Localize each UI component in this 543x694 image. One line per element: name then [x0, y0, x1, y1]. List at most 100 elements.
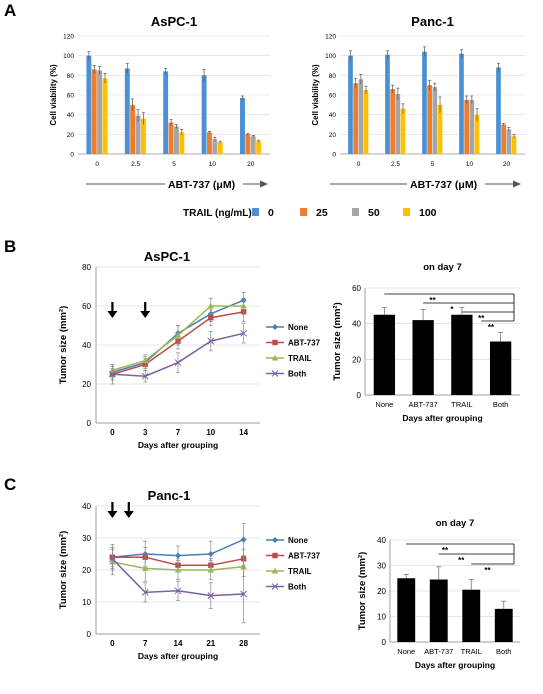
significance-label: ** — [488, 323, 495, 332]
bar — [240, 97, 245, 154]
bar — [102, 78, 108, 154]
legend-label: ABT-737 — [288, 339, 321, 348]
bar — [348, 55, 353, 154]
bar — [429, 579, 448, 642]
data-point — [208, 315, 214, 321]
significance-label: * — [450, 305, 454, 314]
data-point — [271, 354, 279, 361]
chart-aspc1-day7: on day 7 0 20 40 60 Tumor size (mm²) None ABT-7… — [332, 262, 520, 423]
x-tick-label: 28 — [239, 639, 248, 648]
bar — [462, 589, 481, 642]
data-point — [240, 329, 247, 337]
data-point — [207, 551, 214, 557]
x-tick-label: 20 — [247, 161, 255, 168]
y-tick-label: 60 — [67, 93, 75, 100]
x-tick-label: ABT-737 — [409, 400, 438, 409]
bar — [459, 53, 464, 155]
legend-swatch — [252, 208, 259, 216]
x-axis-title: ABT-737 (μM) — [168, 179, 235, 191]
y-tick-label: 40 — [377, 536, 386, 545]
x-tick-label: Both — [496, 647, 511, 656]
data-point — [207, 592, 215, 599]
bar — [256, 141, 262, 154]
bar — [412, 320, 434, 395]
data-point — [271, 567, 279, 574]
x-tick-label: 0 — [110, 639, 115, 648]
x-tick-label: Both — [493, 400, 508, 409]
y-tick-label: 0 — [382, 638, 387, 647]
x-tick-label: TRAIL — [451, 400, 472, 409]
panel-label-c: C — [4, 475, 16, 494]
legend-label: 100 — [419, 207, 437, 219]
y-axis-title: Tumor size (mm²) — [332, 302, 343, 380]
bar — [390, 89, 395, 154]
bar — [86, 55, 92, 154]
y-tick-label: 80 — [67, 73, 75, 80]
bar — [217, 142, 223, 154]
y-tick-label: 60 — [329, 93, 337, 100]
x-axis-title: Days after grouping — [138, 440, 218, 450]
y-tick-label: 20 — [352, 355, 361, 364]
chart-title: AsPC-1 — [144, 249, 190, 264]
x-tick-label: 20 — [503, 161, 511, 168]
y-tick-label: 100 — [325, 53, 336, 60]
legend-label: None — [288, 536, 309, 545]
data-point — [174, 566, 182, 573]
bar — [245, 134, 251, 154]
treatment-arrowhead — [107, 311, 118, 318]
x-tick-label: 0 — [110, 428, 115, 437]
x-axis-title: Days after grouping — [402, 413, 482, 423]
bar — [179, 132, 185, 154]
data-point — [175, 552, 181, 559]
y-tick-label: 10 — [82, 598, 91, 607]
data-point — [207, 566, 215, 573]
chart-title: on day 7 — [436, 518, 475, 529]
chart-title: AsPC-1 — [151, 14, 197, 29]
chart-title: Panc-1 — [411, 14, 454, 29]
data-point — [141, 372, 149, 380]
y-tick-label: 120 — [63, 34, 74, 41]
bar — [140, 118, 146, 154]
y-tick-label: 30 — [377, 562, 386, 571]
y-tick-label: 20 — [82, 380, 91, 389]
x-tick-label: None — [375, 400, 393, 409]
y-tick-label: 80 — [329, 73, 337, 80]
x-tick-label: TRAIL — [461, 647, 482, 656]
x-tick-label: 5 — [172, 161, 176, 168]
data-point — [272, 537, 278, 543]
data-point — [272, 552, 278, 559]
legend-label: Both — [288, 583, 306, 592]
legend-label: Both — [288, 370, 306, 379]
data-point — [174, 331, 182, 338]
y-tick-label: 120 — [325, 34, 336, 41]
y-tick-label: 60 — [352, 284, 361, 293]
data-point — [141, 357, 149, 364]
y-tick-label: 40 — [67, 112, 75, 119]
data-point — [141, 589, 149, 596]
x-axis-title: Days after grouping — [138, 651, 218, 661]
y-tick-label: 20 — [377, 587, 386, 596]
y-axis-title: Tumor size (mm²) — [58, 531, 69, 609]
bar — [397, 578, 416, 642]
x-axis-title-bg — [407, 176, 485, 190]
x-axis-title: Days after grouping — [415, 660, 495, 670]
data-point — [271, 370, 279, 377]
y-tick-label: 20 — [329, 132, 337, 139]
y-tick-label: 0 — [357, 391, 362, 400]
bar — [91, 69, 97, 154]
x-tick-label: ABT-737 — [424, 647, 453, 656]
x-axis-arrowhead — [513, 180, 521, 188]
bar — [464, 99, 469, 154]
y-tick-label: 0 — [87, 630, 92, 639]
bar — [474, 114, 480, 154]
bar — [124, 68, 130, 154]
y-tick-label: 40 — [82, 502, 91, 511]
y-tick-label: 100 — [63, 53, 74, 60]
bar — [511, 136, 517, 154]
y-tick-label: 40 — [82, 341, 91, 350]
x-tick-label: 10 — [206, 428, 215, 437]
significance-label: ** — [442, 546, 449, 555]
bar — [496, 67, 501, 154]
y-tick-label: 60 — [82, 302, 91, 311]
legend-label: 0 — [268, 207, 274, 219]
